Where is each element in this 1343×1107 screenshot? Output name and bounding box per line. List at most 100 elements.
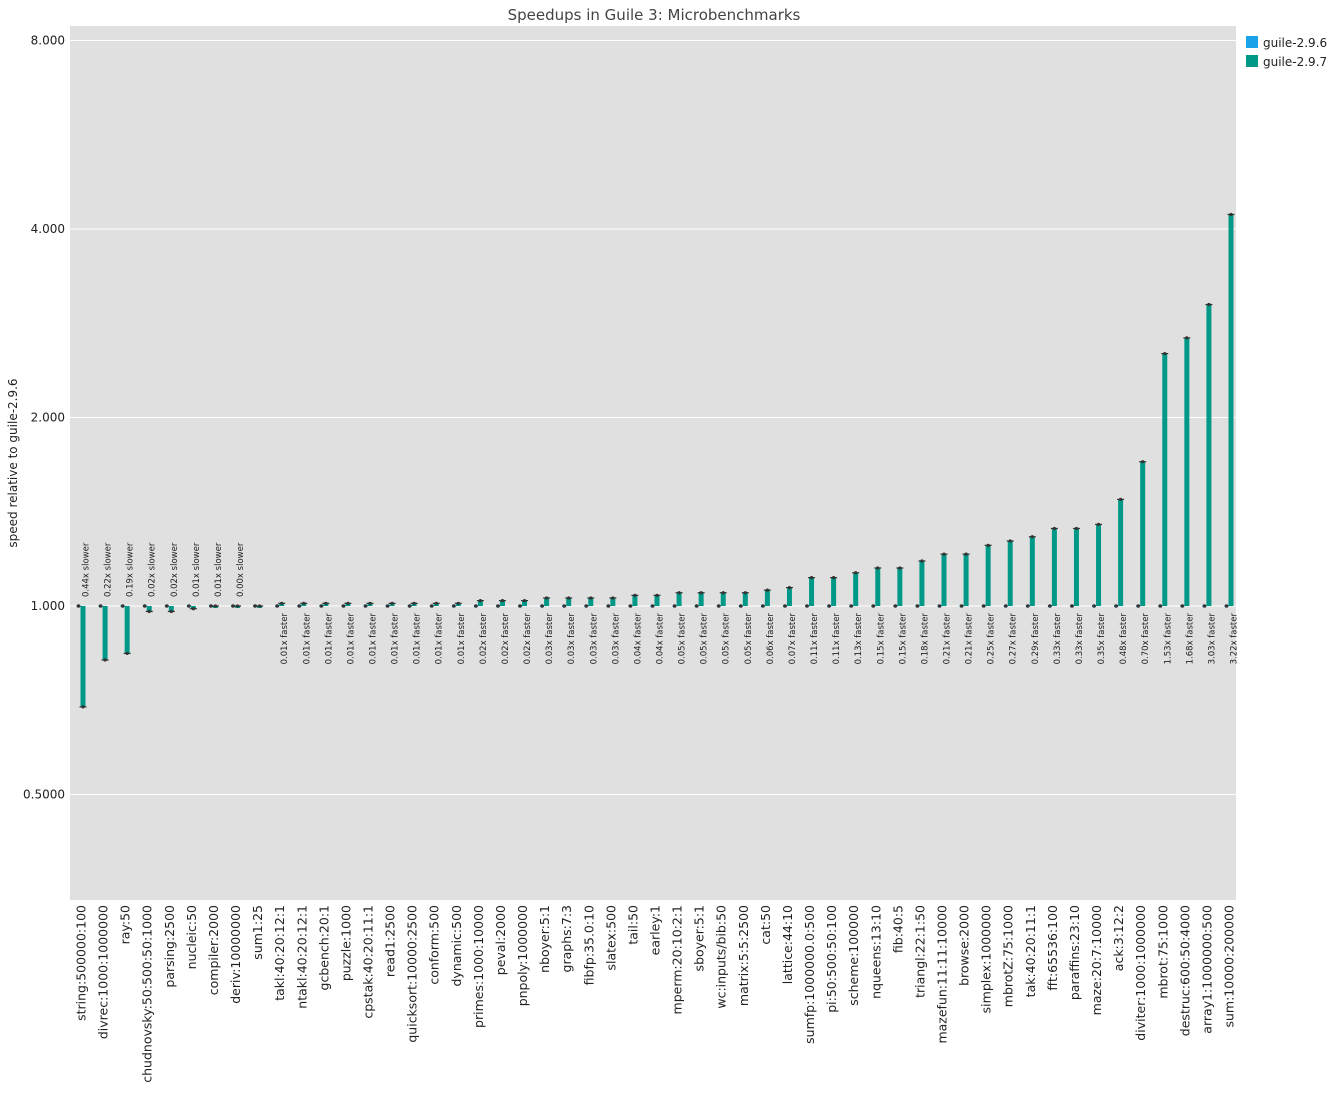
point-guile-2-9-7 xyxy=(942,552,946,556)
speedup-annotation: 1.53x faster xyxy=(1163,613,1173,665)
point-guile-2-9-7 xyxy=(655,593,659,597)
speedup-annotation: 0.15x faster xyxy=(876,613,886,665)
speedup-annotation: 0.03x faster xyxy=(567,613,577,665)
speedup-annotation: 1.68x faster xyxy=(1185,613,1195,665)
bar-guile-2-9-7 xyxy=(522,600,528,606)
x-tick-label: conform:500 xyxy=(427,905,442,985)
point-guile-2-9-7 xyxy=(1052,526,1056,531)
bar-guile-2-9-7 xyxy=(831,577,837,606)
x-tick-label: ack:3:12:2 xyxy=(1111,905,1126,971)
point-guile-2-9-6 xyxy=(761,604,765,608)
x-tick-label: lattice:44:10 xyxy=(780,905,795,984)
x-tick-label: string:500000:100 xyxy=(74,905,89,1021)
x-tick-label: matrix:5:5:2500 xyxy=(736,905,751,1006)
x-tick-label: mbrotZ:75:1000 xyxy=(1001,905,1016,1007)
x-tick-label: slatex:500 xyxy=(603,905,618,971)
point-guile-2-9-6 xyxy=(827,604,831,608)
bar-guile-2-9-7 xyxy=(919,560,925,606)
point-guile-2-9-7 xyxy=(500,599,505,603)
x-tick-label: sum:10000:200000 xyxy=(1222,905,1237,1028)
x-tick-label: gcbench:20:1 xyxy=(316,905,331,990)
speedup-annotation: 0.21x faster xyxy=(943,613,953,665)
bar-guile-2-9-7 xyxy=(963,554,969,606)
x-tick-label: graphs:7:3 xyxy=(559,905,574,972)
point-guile-2-9-6 xyxy=(385,604,390,608)
point-guile-2-9-6 xyxy=(650,604,655,608)
annotation-layer: 0.44x slower 0.22x slower 0.19x slower 0.02… xyxy=(82,542,1240,664)
point-guile-2-9-6 xyxy=(142,604,147,608)
chart-title: Speedups in Guile 3: Microbenchmarks xyxy=(508,6,801,24)
point-guile-2-9-7 xyxy=(258,604,262,608)
point-guile-2-9-7 xyxy=(456,601,460,605)
point-guile-2-9-6 xyxy=(187,604,191,608)
x-tick-label: pi:50:500:50:100 xyxy=(824,905,839,1013)
y-tick-label: 1.000 xyxy=(31,599,65,613)
x-tick-label: fft:65536:100 xyxy=(1045,905,1060,991)
speedup-annotation: 3.22x faster xyxy=(1230,613,1240,665)
speedup-annotation: 0.01x faster xyxy=(435,613,445,665)
point-guile-2-9-7 xyxy=(478,599,482,603)
x-tick-label: fib:40:5 xyxy=(890,905,905,953)
point-guile-2-9-6 xyxy=(474,604,478,608)
point-guile-2-9-7 xyxy=(699,591,703,595)
x-tick-label: cpstak:40:20:11:1 xyxy=(361,905,376,1019)
bar-guile-2-9-7 xyxy=(1029,536,1035,606)
point-guile-2-9-7 xyxy=(280,601,284,605)
bar-guile-2-9-7 xyxy=(610,597,616,606)
point-guile-2-9-6 xyxy=(1048,604,1052,608)
point-guile-2-9-6 xyxy=(231,604,235,608)
bar-guile-2-9-7 xyxy=(764,590,770,606)
speedup-annotation: 0.04x faster xyxy=(656,613,666,665)
speedup-annotation: 0.02x faster xyxy=(501,613,511,665)
x-tick-label: tail:50 xyxy=(625,905,640,945)
point-guile-2-9-7 xyxy=(545,596,549,600)
point-guile-2-9-6 xyxy=(1070,604,1074,608)
speedup-annotation: 0.02x faster xyxy=(523,613,533,665)
speedup-annotation: 0.06x faster xyxy=(766,613,776,665)
speedup-annotation: 0.15x faster xyxy=(898,613,908,665)
speedup-annotation: 0.00x slower xyxy=(236,542,246,597)
x-tick-label: scheme:100000 xyxy=(846,905,861,1006)
point-guile-2-9-6 xyxy=(297,604,302,608)
x-tick-label: puzzle:1000 xyxy=(338,905,353,981)
speedup-annotation: 0.27x faster xyxy=(1009,613,1019,665)
x-tick-label: sumfp:1000000.0:500 xyxy=(802,905,817,1044)
x-tick-label: parsing:2500 xyxy=(162,905,177,988)
point-guile-2-9-6 xyxy=(452,604,456,608)
x-tick-label: nqueens:13:10 xyxy=(868,905,883,999)
x-tick-label: compiler:2000 xyxy=(206,905,221,995)
point-guile-2-9-6 xyxy=(540,604,544,608)
speedup-annotation: 0.05x faster xyxy=(700,613,710,665)
x-tick-label: read1:2500 xyxy=(383,905,398,977)
point-guile-2-9-7 xyxy=(412,601,416,605)
point-guile-2-9-6 xyxy=(937,604,942,608)
speedup-annotation: 0.07x faster xyxy=(788,613,798,665)
point-guile-2-9-6 xyxy=(672,604,677,608)
legend: guile-2.9.6 guile-2.9.7 xyxy=(1246,36,1327,69)
bar-guile-2-9-7 xyxy=(809,577,815,606)
speedup-annotation: 0.01x faster xyxy=(391,613,401,665)
point-guile-2-9-6 xyxy=(783,604,787,608)
bar-guile-2-9-7 xyxy=(1096,524,1102,606)
x-tick-label: destruc:600:50:4000 xyxy=(1177,905,1192,1036)
y-tick-layer: 0.5000 1.000 2.000 4.000 8.000 xyxy=(23,34,65,802)
bar-guile-2-9-7 xyxy=(1162,353,1168,606)
bar-guile-2-9-7 xyxy=(875,567,881,606)
x-tick-label: sum1:25 xyxy=(250,905,265,960)
bar-guile-2-9-7 xyxy=(1140,461,1146,606)
bar-guile-2-9-7 xyxy=(544,597,550,606)
point-guile-2-9-6 xyxy=(253,604,257,608)
speedup-annotation: 0.03x faster xyxy=(545,613,555,665)
speedup-annotation: 0.04x faster xyxy=(633,613,643,665)
x-tick-label: cat:50 xyxy=(758,905,773,945)
point-guile-2-9-7 xyxy=(147,609,151,614)
speedup-annotation: 0.13x faster xyxy=(854,613,864,665)
speedup-annotation: 0.03x faster xyxy=(589,613,599,665)
point-guile-2-9-6 xyxy=(407,604,412,608)
bar-guile-2-9-7 xyxy=(477,600,483,606)
point-guile-2-9-6 xyxy=(341,604,346,608)
speedup-annotation: 0.25x faster xyxy=(987,613,997,665)
speedup-annotation: 0.01x faster xyxy=(457,613,467,665)
point-guile-2-9-6 xyxy=(893,604,898,608)
